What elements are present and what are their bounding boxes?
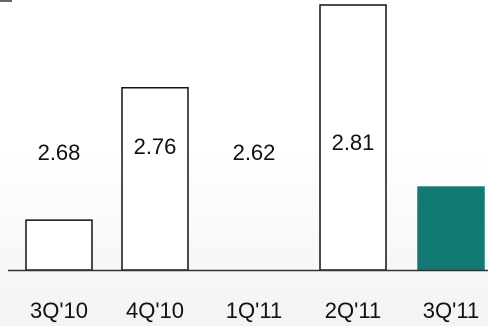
bar-3Q'10 xyxy=(25,219,93,271)
x-tick-label: 2Q'11 xyxy=(325,298,381,323)
x-tick-labels-layer: 3Q'10 4Q'10 1Q'11 2Q'11 3Q'11 xyxy=(30,298,479,323)
x-tick-label: 1Q'11 xyxy=(226,298,282,323)
bar-value-label: 2.62 xyxy=(233,140,276,165)
bar-3Q'11 xyxy=(417,186,485,271)
bar-value-label: 2.81 xyxy=(332,130,375,155)
bar-value-label: 2.68 xyxy=(38,140,81,165)
bar-value-label: 2.70 xyxy=(430,137,473,162)
bars-layer xyxy=(25,4,485,271)
bar-2Q'11 xyxy=(319,4,387,271)
x-tick-label: 3Q'10 xyxy=(30,298,88,323)
bar-value-label: 2.76 xyxy=(134,134,177,159)
value-labels-layer: 2.68 2.76 2.62 2.81 2.70 xyxy=(38,130,473,165)
x-tick-label: 3Q'11 xyxy=(423,298,479,323)
bar-4Q'10 xyxy=(121,87,189,271)
x-tick-label: 4Q'10 xyxy=(126,298,184,323)
